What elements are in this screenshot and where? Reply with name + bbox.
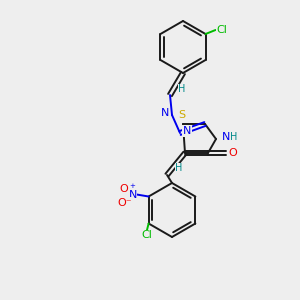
Text: N: N bbox=[183, 126, 191, 136]
Text: O: O bbox=[119, 184, 128, 194]
Text: Cl: Cl bbox=[141, 230, 152, 241]
Text: H: H bbox=[178, 84, 186, 94]
Text: H: H bbox=[175, 163, 183, 173]
Text: O: O bbox=[229, 148, 237, 158]
Text: +: + bbox=[130, 182, 136, 188]
Text: N: N bbox=[161, 108, 169, 118]
Text: O⁻: O⁻ bbox=[117, 197, 132, 208]
Text: S: S bbox=[178, 110, 186, 120]
Text: N: N bbox=[222, 132, 230, 142]
Text: H: H bbox=[230, 132, 238, 142]
Text: Cl: Cl bbox=[216, 25, 227, 35]
Text: N: N bbox=[128, 190, 137, 200]
